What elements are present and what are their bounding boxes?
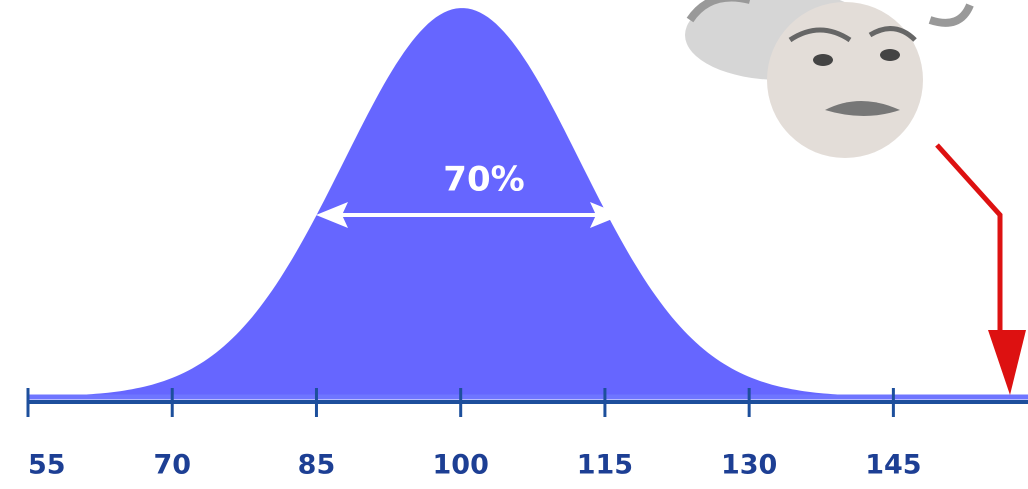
annotation: 70% — [443, 160, 524, 200]
x-tick-label: 55 — [28, 450, 66, 481]
x-tick-label: 100 — [433, 450, 489, 481]
x-tick-label: 130 — [721, 450, 777, 481]
chart: 70% 55 70 85 100 115 130 145 — [0, 0, 1028, 489]
x-tick-label: 70 — [153, 450, 191, 481]
pointer-arrow — [937, 145, 1026, 395]
portrait — [685, 0, 970, 158]
x-tick-label: 145 — [865, 450, 921, 481]
x-tick-label: 85 — [298, 450, 336, 481]
x-tick-label: 115 — [577, 450, 633, 481]
